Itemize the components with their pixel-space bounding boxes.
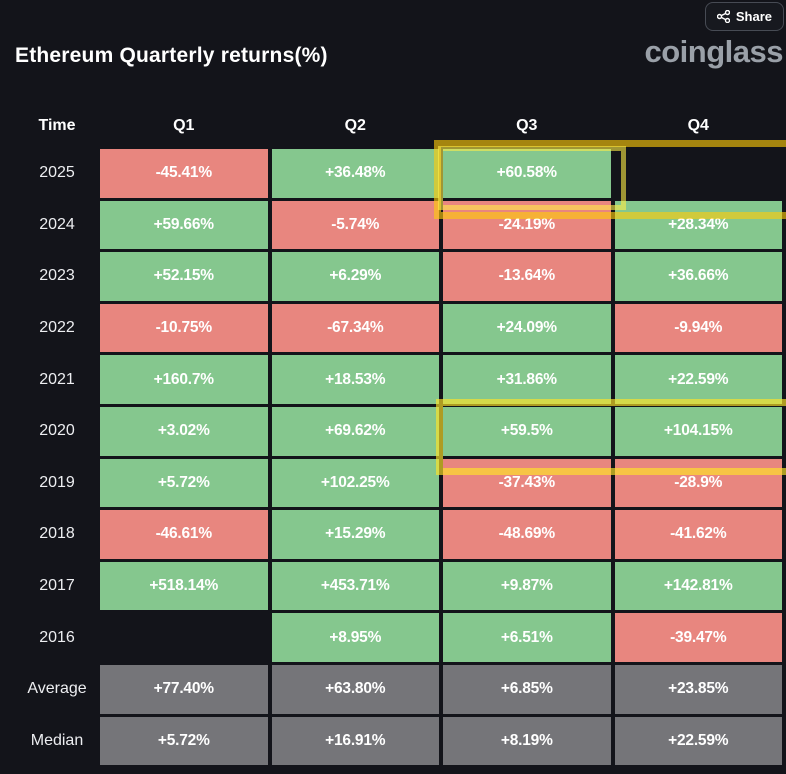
cell-2023-q2: +6.29%	[271, 252, 439, 301]
row-label-2018: 2018	[39, 525, 75, 543]
cell-2021-q2: +18.53%	[271, 355, 439, 404]
cell-2021-q1: +160.7%	[100, 355, 268, 404]
cell-2021-q4: +22.59%	[614, 355, 782, 404]
cell-2017-q2: +453.71%	[271, 561, 439, 611]
cell-2023-q1: +52.15%	[100, 252, 268, 301]
cell-2017-q1: +518.14%	[100, 561, 268, 611]
cell-2022-q1: -10.75%	[100, 303, 268, 353]
cell-2021-q3: +31.86%	[443, 355, 611, 404]
cell-2016-q4: -39.47%	[614, 613, 782, 662]
cell-2025-q1: -45.41%	[100, 149, 268, 198]
cell-median-q3: +8.19%	[443, 716, 611, 766]
share-label: Share	[735, 9, 772, 24]
cell-median-q2: +16.91%	[271, 716, 439, 766]
row-label-2022: 2022	[39, 319, 75, 337]
cell-2019-q3: -37.43%	[443, 458, 611, 508]
row-label-2024: 2024	[39, 215, 75, 233]
cell-2020-q4: +104.15%	[614, 406, 782, 456]
cell-2018-q3: -48.69%	[443, 510, 611, 559]
cell-median-q1: +5.72%	[100, 716, 268, 766]
cell-2022-q3: +24.09%	[443, 303, 611, 353]
cell-2018-q1: -46.61%	[100, 510, 268, 559]
share-nodes-icon	[716, 10, 730, 23]
share-button[interactable]: Share	[704, 2, 784, 31]
cell-2020-q1: +3.02%	[100, 406, 268, 456]
cell-2019-q2: +102.25%	[271, 458, 439, 508]
row-label-2016: 2016	[39, 628, 75, 646]
cell-average-q2: +63.80%	[271, 664, 439, 714]
cell-2017-q3: +9.87%	[443, 561, 611, 611]
cell-2024-q1: +59.66%	[100, 200, 268, 250]
cell-average-q3: +6.85%	[443, 664, 611, 714]
cell-median-q4: +22.59%	[614, 716, 782, 766]
row-label-2020: 2020	[39, 422, 75, 440]
column-header-q4: Q4	[687, 116, 709, 134]
cell-2024-q2: -5.74%	[271, 200, 439, 250]
cell-2020-q3: +59.5%	[443, 406, 611, 456]
cell-average-q1: +77.40%	[100, 664, 268, 714]
cell-2019-q1: +5.72%	[100, 458, 268, 508]
cell-2017-q4: +142.81%	[614, 561, 782, 611]
returns-table: Time Q1 Q2 Q3 Q4 2025 -45.41% +36.48% +60.5…	[0, 105, 786, 766]
column-header-q3: Q3	[516, 116, 538, 134]
row-label-2025: 2025	[39, 164, 75, 182]
coinglass-logo: coinglass	[644, 34, 784, 69]
cell-2016-q2: +8.95%	[271, 613, 439, 662]
cell-2016-q1	[100, 613, 268, 662]
cell-2018-q4: -41.62%	[614, 510, 782, 559]
cell-2025-q4	[615, 149, 783, 198]
cell-2023-q3: -13.64%	[443, 252, 611, 301]
column-header-time: Time	[38, 116, 76, 134]
cell-2023-q4: +36.66%	[614, 252, 782, 301]
cell-2022-q4: -9.94%	[614, 303, 782, 353]
column-header-q2: Q2	[344, 116, 366, 134]
row-label-median: Median	[30, 731, 84, 749]
row-label-average: Average	[27, 680, 87, 698]
cell-2018-q2: +15.29%	[271, 510, 439, 559]
row-label-2017: 2017	[39, 577, 75, 595]
row-label-2021: 2021	[39, 370, 75, 388]
cell-average-q4: +23.85%	[614, 664, 782, 714]
cell-2022-q2: -67.34%	[271, 303, 439, 353]
column-header-q1: Q1	[173, 116, 195, 134]
cell-2016-q3: +6.51%	[443, 613, 611, 662]
cell-2019-q4: -28.9%	[614, 458, 782, 508]
cell-2024-q4: +28.34%	[614, 200, 782, 250]
cell-2025-q2: +36.48%	[271, 149, 439, 198]
cell-2024-q3: -24.19%	[443, 200, 611, 250]
cell-2025-q3: +60.58%	[443, 149, 611, 198]
cell-2020-q2: +69.62%	[271, 406, 439, 456]
row-label-2019: 2019	[39, 473, 75, 491]
page-title: Ethereum Quarterly returns(%)	[15, 44, 328, 67]
row-label-2023: 2023	[39, 267, 75, 285]
